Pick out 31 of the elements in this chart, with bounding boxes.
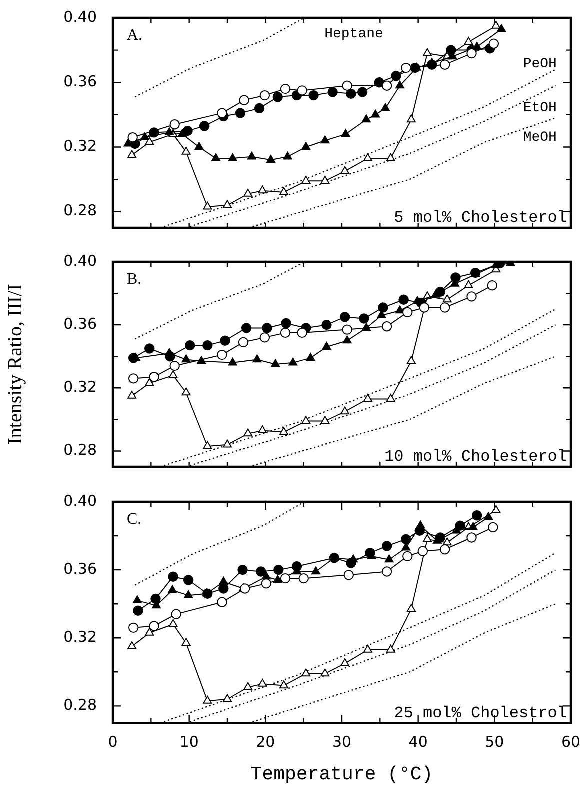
y-tick-label: 0.36	[64, 560, 97, 578]
x-tick-label: 60	[561, 733, 581, 752]
y-tick-label: 0.40	[64, 252, 97, 270]
y-tick-label: 0.40	[64, 492, 97, 510]
annotation: EtOH	[523, 100, 557, 116]
x-tick-label: 50	[485, 733, 504, 752]
annotation: Heptane	[324, 26, 384, 43]
annotation: 10 mol% Cholesterol	[384, 448, 567, 466]
y-tick-label: 0.28	[64, 441, 97, 460]
x-tick-label: 20	[256, 733, 276, 752]
y-tick-label: 0.28	[64, 696, 97, 714]
annotation: MeOH	[523, 130, 557, 146]
x-tick-label: 0	[108, 733, 118, 752]
y-tick-label: 0.32	[64, 378, 97, 396]
y-axis-title: Intensity Ratio, III/I	[4, 284, 26, 445]
y-tick-label: 0.36	[64, 72, 97, 91]
y-tick-label: 0.36	[64, 314, 97, 333]
x-tick-label: 30	[332, 733, 352, 752]
y-tick-label: 0.28	[64, 202, 97, 220]
y-tick-label: 0.40	[64, 8, 97, 26]
x-tick-label: 40	[408, 733, 428, 752]
annotation: B.	[127, 271, 142, 288]
x-axis-title: Temperature (°C)	[250, 764, 434, 786]
y-tick-label: 0.32	[64, 628, 97, 646]
annotation: 25 mol% Cholestrol	[394, 704, 567, 722]
x-tick-label: 10	[180, 733, 199, 752]
annotation: A.	[127, 27, 143, 44]
annotation: 5 mol% Cholesterol	[394, 209, 567, 228]
annotation: C.	[127, 511, 142, 528]
y-tick-label: 0.32	[64, 137, 97, 156]
annotation: PeOH	[523, 56, 557, 73]
